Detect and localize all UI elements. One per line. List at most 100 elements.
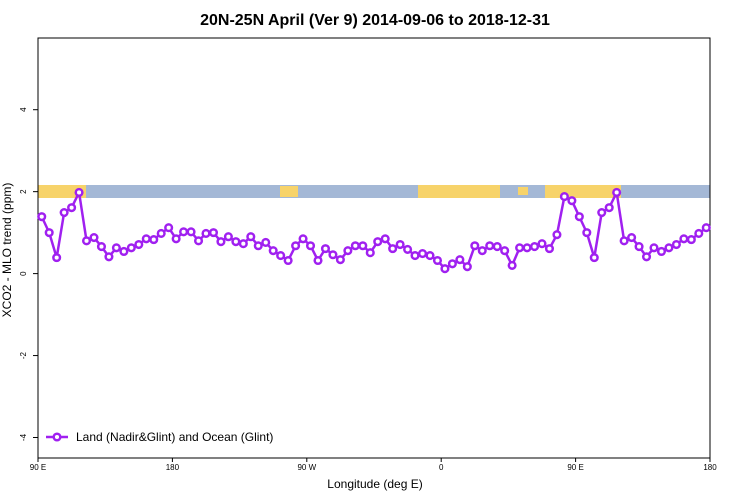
data-point	[582, 228, 592, 238]
x-tick-label: 0	[439, 463, 444, 472]
data-point	[208, 228, 219, 238]
data-point	[671, 239, 681, 250]
y-tick-label: 0	[19, 271, 28, 276]
land	[38, 185, 86, 198]
data-point	[500, 246, 510, 256]
data-point	[612, 187, 622, 198]
data-point	[515, 243, 525, 253]
data-point	[462, 262, 472, 272]
y-tick-label: 2	[19, 189, 28, 194]
data-point	[641, 252, 652, 262]
data-point	[291, 241, 301, 251]
data-point	[126, 243, 136, 253]
data-point	[597, 208, 607, 218]
ocean	[38, 185, 710, 198]
data-point	[171, 234, 181, 244]
data-point	[186, 227, 196, 237]
data-point	[358, 241, 368, 251]
land	[280, 186, 298, 197]
data-point	[328, 250, 338, 260]
data-point	[485, 241, 495, 251]
x-tick-label: 180	[703, 463, 717, 472]
data-point	[335, 255, 345, 265]
data-point	[619, 236, 629, 246]
data-point	[223, 232, 233, 242]
data-point	[380, 234, 390, 244]
land-ocean-strip	[38, 185, 710, 198]
plot-frame	[37, 37, 711, 459]
data-point	[477, 246, 487, 256]
data-point	[201, 228, 211, 239]
data-point	[537, 239, 547, 249]
data-point	[440, 264, 450, 274]
data-point	[589, 253, 599, 263]
data-point	[179, 227, 189, 237]
data-point	[81, 236, 92, 246]
land	[518, 187, 528, 195]
data-point	[686, 235, 696, 245]
land	[545, 185, 621, 198]
data-point	[492, 242, 502, 252]
data-point	[156, 228, 166, 239]
data-point	[350, 241, 360, 251]
chart-title: 20N-25N April (Ver 9) 2014-09-06 to 2018…	[200, 12, 550, 29]
data-point	[74, 187, 84, 198]
data-point	[44, 228, 54, 238]
data-point	[119, 246, 129, 257]
data-point	[656, 246, 667, 257]
data-point	[679, 234, 689, 244]
data-point	[96, 242, 107, 252]
data-point	[134, 239, 144, 250]
data-point	[283, 255, 293, 266]
data-point	[395, 239, 405, 250]
data-point	[649, 243, 659, 253]
x-tick-label: 90 E	[567, 463, 583, 472]
data-point	[52, 253, 62, 263]
data-point	[216, 237, 226, 247]
data-point	[276, 251, 286, 261]
data-point	[141, 234, 151, 244]
data-point	[193, 236, 204, 246]
data-point	[447, 259, 457, 269]
data-point	[343, 246, 353, 256]
data-point	[164, 223, 174, 233]
data-point	[559, 192, 569, 202]
data-point	[574, 212, 584, 222]
data-point	[59, 208, 69, 218]
data-point	[544, 244, 555, 254]
y-axis-label: XCO2 - MLO trend (ppm)	[0, 183, 14, 318]
data-point	[388, 244, 398, 254]
data-point	[37, 212, 47, 222]
data-point	[111, 243, 121, 253]
land	[418, 185, 500, 198]
data-point	[507, 260, 517, 270]
y-tick-label: -4	[19, 433, 28, 441]
data-point	[425, 251, 435, 261]
data-point	[67, 203, 77, 213]
data-point	[89, 233, 99, 243]
data-point	[522, 243, 532, 253]
data-point	[238, 239, 248, 249]
data-point	[694, 228, 704, 239]
x-tick-label: 180	[166, 463, 180, 472]
data-point	[253, 241, 263, 251]
x-axis-label: Longitude (deg E)	[327, 477, 422, 491]
data-point	[373, 237, 383, 247]
data-point	[567, 196, 577, 206]
data-point	[268, 246, 278, 256]
data-point	[627, 233, 637, 243]
data-point	[403, 244, 413, 254]
data-point	[529, 242, 540, 252]
data-point	[432, 255, 443, 266]
data-point	[470, 241, 480, 251]
data-point	[455, 255, 465, 265]
legend-label: Land (Nadir&Glint) and Ocean (Glint)	[76, 430, 273, 444]
data-point	[410, 251, 420, 261]
y-tick-label: 4	[19, 107, 28, 112]
data-point	[701, 223, 711, 233]
y-tick-label: -2	[19, 351, 28, 359]
legend-marker	[52, 432, 62, 442]
data-point	[261, 237, 271, 248]
data-point	[634, 242, 644, 252]
